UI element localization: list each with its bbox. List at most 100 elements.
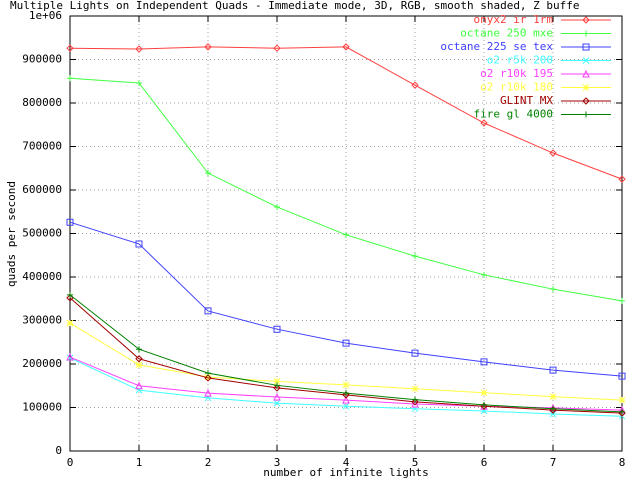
point-marker [135, 381, 143, 390]
point-marker [342, 391, 350, 399]
point-marker [619, 297, 625, 304]
point-marker [204, 373, 212, 381]
point-marker [135, 240, 143, 248]
legend-label: octane 250 mxe [460, 27, 553, 40]
point-marker [205, 370, 211, 377]
y-tick-label: 700000 [22, 140, 62, 153]
legend-label: o2 r10k 180 [480, 81, 553, 94]
point-marker [273, 392, 281, 401]
point-marker [205, 170, 211, 177]
point-marker [204, 307, 212, 315]
point-marker [618, 372, 626, 380]
y-tick-label: 1e+06 [29, 9, 62, 22]
point-marker [550, 286, 556, 293]
point-marker [204, 43, 212, 51]
point-marker [412, 396, 418, 403]
point-marker [66, 218, 74, 226]
point-marker [273, 44, 281, 52]
legend-marker [582, 43, 590, 51]
legend-label: octane 225 se tex [440, 40, 553, 53]
point-marker [342, 402, 350, 410]
point-marker [549, 366, 557, 374]
y-tick-label: 900000 [22, 53, 62, 66]
point-marker [343, 231, 349, 238]
point-marker [481, 271, 487, 278]
point-marker [67, 291, 73, 298]
point-marker [273, 399, 281, 407]
point-marker [273, 378, 281, 385]
y-tick-label: 800000 [22, 96, 62, 109]
point-marker [480, 358, 488, 366]
legend-marker [582, 16, 590, 24]
y-tick-label: 100000 [22, 401, 62, 414]
point-marker [550, 405, 556, 412]
point-marker [549, 393, 557, 400]
point-marker [135, 355, 143, 363]
point-marker [204, 374, 212, 382]
point-marker [135, 386, 143, 394]
point-marker [342, 43, 350, 51]
y-tick-label: 600000 [22, 183, 62, 196]
point-marker [274, 203, 280, 210]
legend-marker [582, 84, 590, 91]
x-tick-label: 0 [67, 456, 74, 469]
point-marker [66, 352, 74, 361]
point-marker [480, 119, 488, 127]
point-marker [342, 339, 350, 347]
point-marker [204, 389, 212, 397]
point-marker [411, 81, 419, 89]
point-marker [549, 149, 557, 157]
y-tick-label: 200000 [22, 357, 62, 370]
point-marker [411, 349, 419, 357]
legend-label: GLINT MX [500, 94, 553, 107]
legend-marker [582, 97, 590, 105]
point-marker [549, 410, 557, 418]
point-marker [342, 381, 350, 389]
point-marker [135, 361, 143, 369]
y-tick-label: 400000 [22, 270, 62, 283]
point-marker [136, 346, 142, 353]
point-marker [619, 408, 625, 415]
legend-label: o2 r10k 195 [480, 67, 553, 80]
legend-marker [582, 69, 590, 78]
x-tick-label: 1 [136, 456, 143, 469]
x-tick-label: 2 [205, 456, 212, 469]
point-marker [136, 79, 142, 86]
point-marker [66, 44, 74, 52]
point-marker [342, 395, 350, 404]
plot-border [69, 15, 623, 452]
legend-label: o2 r5k 200 [487, 54, 553, 67]
legend-marker [583, 111, 589, 118]
point-marker [274, 382, 280, 389]
series-line [69, 46, 623, 180]
x-tick-label: 3 [274, 456, 281, 469]
point-marker [67, 75, 73, 82]
point-marker [481, 401, 487, 408]
point-marker [273, 384, 281, 392]
point-marker [480, 389, 488, 397]
series-line [69, 221, 623, 377]
legend-label: onyx2 ir 1rm [474, 13, 554, 26]
point-marker [273, 325, 281, 333]
point-marker [66, 319, 74, 327]
chart-title: Multiple Lights on Independent Quads - I… [10, 0, 580, 12]
point-marker [411, 398, 419, 406]
point-marker [135, 45, 143, 53]
point-marker [343, 390, 349, 397]
legend-label: fire gl 4000 [474, 108, 553, 121]
x-tick-label: 8 [619, 456, 626, 469]
x-tick-label: 5 [412, 456, 419, 469]
x-tick-label: 7 [550, 456, 557, 469]
x-tick-label: 4 [343, 456, 350, 469]
point-marker [618, 396, 626, 404]
point-marker [412, 253, 418, 260]
point-marker [618, 175, 626, 183]
legend-marker [582, 57, 590, 64]
y-axis-label: quads per second [5, 181, 18, 287]
legend-marker [583, 30, 589, 37]
point-marker [411, 385, 419, 393]
y-tick-label: 300000 [22, 314, 62, 327]
